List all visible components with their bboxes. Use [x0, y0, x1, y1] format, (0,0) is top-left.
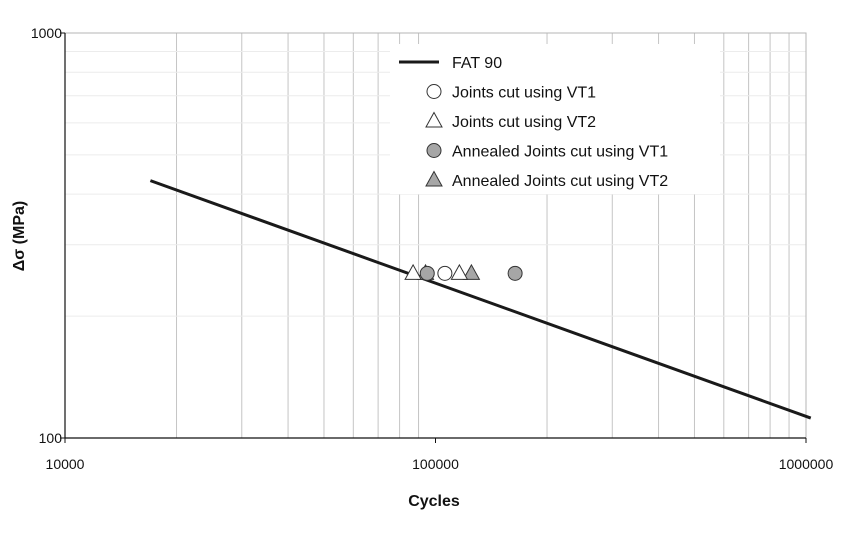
- legend-circle-swatch: [426, 84, 442, 99]
- triangle-marker-joints-cut-using-vt2: [404, 263, 422, 280]
- legend-label: Annealed Joints cut using VT2: [452, 173, 668, 190]
- y-tick-label: 1000: [31, 25, 62, 41]
- legend-label: Annealed Joints cut using VT1: [452, 144, 668, 161]
- legend-label: Joints cut using VT1: [452, 85, 596, 102]
- legend-triangle-swatch: [425, 111, 443, 128]
- series-layer: [149, 179, 812, 420]
- tick-labels: 10000 100000 1000000 100 1000: [31, 25, 834, 472]
- triangle-marker-joints-cut-using-vt2: [450, 263, 469, 280]
- fat-90-line: [149, 179, 812, 420]
- legend-circle-swatch: [426, 143, 442, 158]
- y-tick-label: 100: [39, 430, 63, 446]
- legend-triangle-swatch: [425, 170, 443, 187]
- circle-marker-annealed-joints-cut-using-vt1: [419, 265, 435, 281]
- x-tick-label: 100000: [412, 456, 459, 472]
- legend-label: FAT 90: [452, 55, 502, 72]
- x-tick-label: 1000000: [779, 456, 834, 472]
- x-axis-title: Cycles: [408, 493, 460, 510]
- x-tick-label: 10000: [46, 456, 85, 472]
- circle-marker-joints-cut-using-vt1: [437, 265, 453, 281]
- y-axis-title: Δσ (MPa): [11, 201, 28, 271]
- circle-marker-annealed-joints-cut-using-vt1: [507, 265, 523, 281]
- legend: FAT 90 Joints cut using VT1 Joints cut usi…: [390, 44, 720, 194]
- legend-label: Joints cut using VT2: [452, 114, 596, 131]
- triangle-marker-annealed-joints-cut-using-vt2: [462, 263, 481, 280]
- legend-box: [390, 44, 720, 194]
